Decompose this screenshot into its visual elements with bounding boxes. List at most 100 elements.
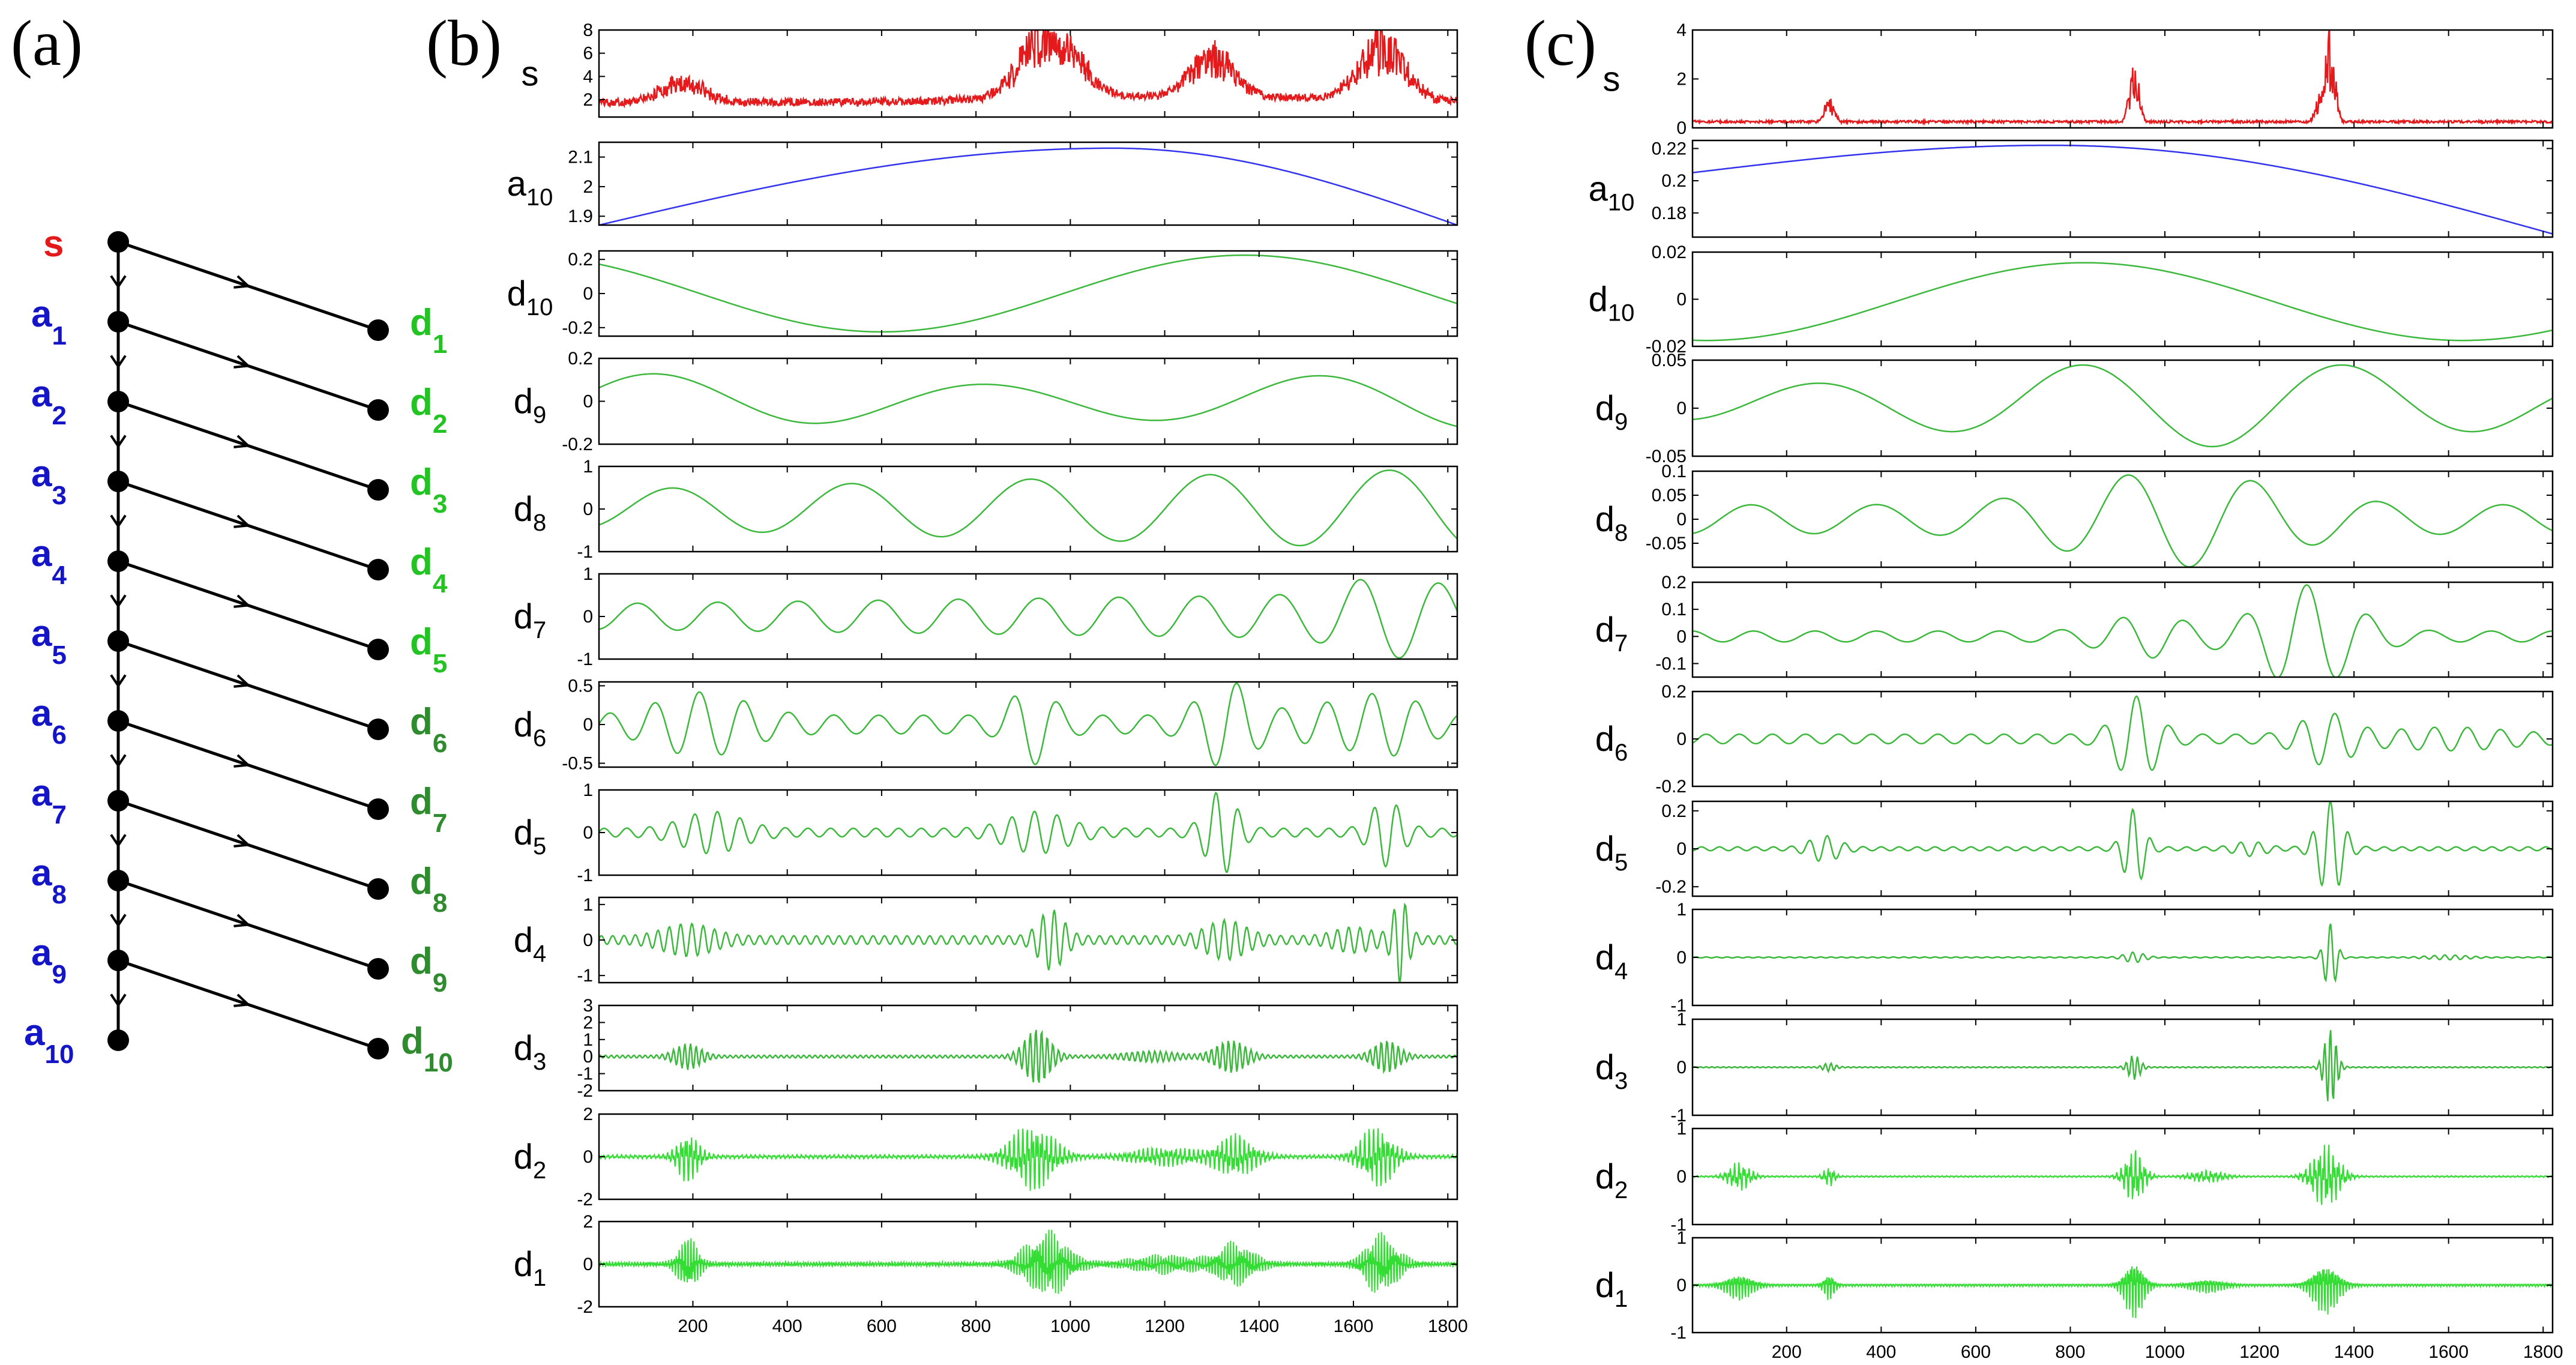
row-label-sub: 3	[533, 1049, 546, 1075]
y-tick-label: 3	[583, 996, 593, 1016]
axes-frame	[1691, 690, 2554, 788]
series-line-d7	[1693, 584, 2553, 677]
subplot-d7: 1 0 -1 d7	[514, 564, 1458, 669]
panel-b-charts: 2468s1.922.1a100.20-0.2d100.20-0.2d910-1…	[507, 20, 1468, 1336]
y-tick-label: -1	[577, 966, 593, 986]
x-tick-label: 1800	[1428, 1316, 1468, 1336]
y-tick-label: 0.2	[1661, 682, 1687, 702]
y-tick-label: 0	[583, 284, 593, 304]
row-label-sub: 3	[1615, 1068, 1628, 1094]
branch-arrow-icon	[233, 275, 251, 289]
tree-label-a4: a4	[31, 533, 67, 590]
y-tick-label: 1	[1676, 1119, 1687, 1139]
tree-label-d4: d4	[410, 541, 448, 598]
row-label-a10: a10	[507, 164, 553, 211]
tree-label-a9: a9	[31, 932, 67, 989]
subplot-d5: 1 0 -1 d5	[514, 780, 1458, 885]
x-tick-label: 1800	[2523, 1342, 2563, 1362]
y-tick-label: -1	[577, 866, 593, 885]
subplot-d8: 0.1 0.05 0 -0.05 d8	[1595, 462, 2554, 568]
tree-label-d8: d8	[410, 861, 447, 918]
row-label-sub: 2	[1615, 1177, 1628, 1204]
row-label-d2: d2	[514, 1138, 547, 1184]
row-label-d5: d5	[514, 813, 547, 860]
y-tick-label: 2	[583, 1013, 593, 1032]
down-arrow-icon	[110, 914, 127, 928]
y-tick-label: 0	[1676, 510, 1687, 529]
y-tick-label: 0.2	[1661, 801, 1687, 821]
y-tick-label: 0	[1676, 729, 1687, 749]
tree-label-sub: 4	[433, 569, 448, 598]
subplot-d9: 0.05 0 -0.05 d9	[1595, 351, 2554, 466]
row-label-sub: 6	[1615, 740, 1628, 766]
y-tick-label: 4	[583, 67, 593, 86]
tree-label-sub: 8	[433, 888, 447, 918]
row-label-sub: 7	[533, 617, 546, 643]
y-tick-label: 1	[1676, 1228, 1687, 1248]
subplot-d6: 0.2 0 -0.2 d6	[1595, 682, 2554, 797]
series-line-d3	[599, 1029, 1457, 1083]
y-tick-label: 1	[583, 1030, 593, 1050]
row-label-sub: 10	[526, 184, 553, 211]
axes-frame	[598, 357, 1458, 445]
tree-label-sub: 9	[433, 968, 447, 998]
row-label-d5: d5	[1595, 830, 1628, 876]
subplot-d1: 2 0 -2 d1 200 400 600 800 1000 1200 1400 1600 1800	[514, 1212, 1468, 1336]
x-tick-label: 600	[1961, 1342, 1991, 1362]
tree-label-s: s	[43, 223, 64, 265]
y-tick-label: 0	[1676, 118, 1687, 138]
y-tick-label: -0.05	[1646, 447, 1687, 466]
axes-frame	[598, 141, 1458, 226]
y-tick-label: 0.1	[1661, 462, 1687, 481]
x-tick-label: 1400	[1239, 1316, 1279, 1336]
series-line-d4	[599, 902, 1457, 983]
series-line-d10	[1693, 262, 2553, 342]
tree-label-a3: a3	[31, 453, 67, 510]
row-label-d4: d4	[1595, 938, 1628, 984]
series-line-d5	[1693, 801, 2553, 887]
panel-c-charts: 024s0.220.20.18a100.020-0.02d100.050-0.0…	[1589, 20, 2563, 1362]
axes-frame	[598, 681, 1458, 768]
y-tick-label: -1	[577, 542, 593, 562]
tree-label-sub: 6	[52, 720, 66, 750]
y-tick-label: -1	[577, 1064, 593, 1084]
down-arrow-icon	[110, 275, 127, 289]
x-tick-label: 200	[678, 1316, 708, 1336]
y-tick-label: -0.02	[1646, 337, 1687, 357]
series-line-d1	[599, 1229, 1457, 1294]
tree-label-sub: 8	[52, 880, 66, 909]
y-tick-label: 0.2	[568, 349, 593, 369]
y-tick-label: 1	[583, 895, 593, 915]
row-label-sub: 4	[533, 941, 546, 967]
row-label-sub: 5	[533, 833, 546, 860]
branch-arrow-icon	[233, 914, 251, 927]
row-label-sub: 10	[1608, 300, 1635, 327]
series-line-d5	[599, 791, 1457, 873]
row-label-d4: d4	[514, 921, 547, 967]
y-tick-label: 0	[583, 930, 593, 950]
detail-node	[367, 798, 389, 820]
y-tick-label: 0	[583, 715, 593, 735]
down-arrow-icon	[110, 754, 127, 768]
detail-node	[367, 639, 389, 660]
series-line-d6	[1693, 695, 2553, 771]
tree-label-sub: 9	[52, 960, 66, 989]
x-tick-label: 1200	[1145, 1316, 1185, 1336]
tree-label-sub: 3	[433, 489, 447, 519]
y-tick-label: 0	[583, 392, 593, 412]
down-arrow-icon	[110, 834, 127, 848]
subplot-d10: 0.02 0 -0.02 d10	[1589, 243, 2554, 357]
y-tick-label: -2	[577, 1297, 593, 1317]
subplot-d1: 1 0 -1 d1 200 400 600 800 1000 1200 1400 1600 1800	[1595, 1228, 2563, 1362]
tree-label-d7: d7	[410, 781, 447, 838]
row-label-d6: d6	[1595, 720, 1628, 766]
row-label-sub: 4	[1615, 958, 1628, 984]
series-line-d10	[599, 254, 1457, 333]
y-tick-label: -0.05	[1646, 534, 1687, 553]
detail-node	[367, 319, 389, 341]
panel-label-c: (c)	[1524, 8, 1596, 79]
y-tick-label: 4	[1676, 20, 1687, 40]
tree-label-d2: d2	[410, 382, 447, 439]
series-line-d2	[599, 1128, 1457, 1191]
